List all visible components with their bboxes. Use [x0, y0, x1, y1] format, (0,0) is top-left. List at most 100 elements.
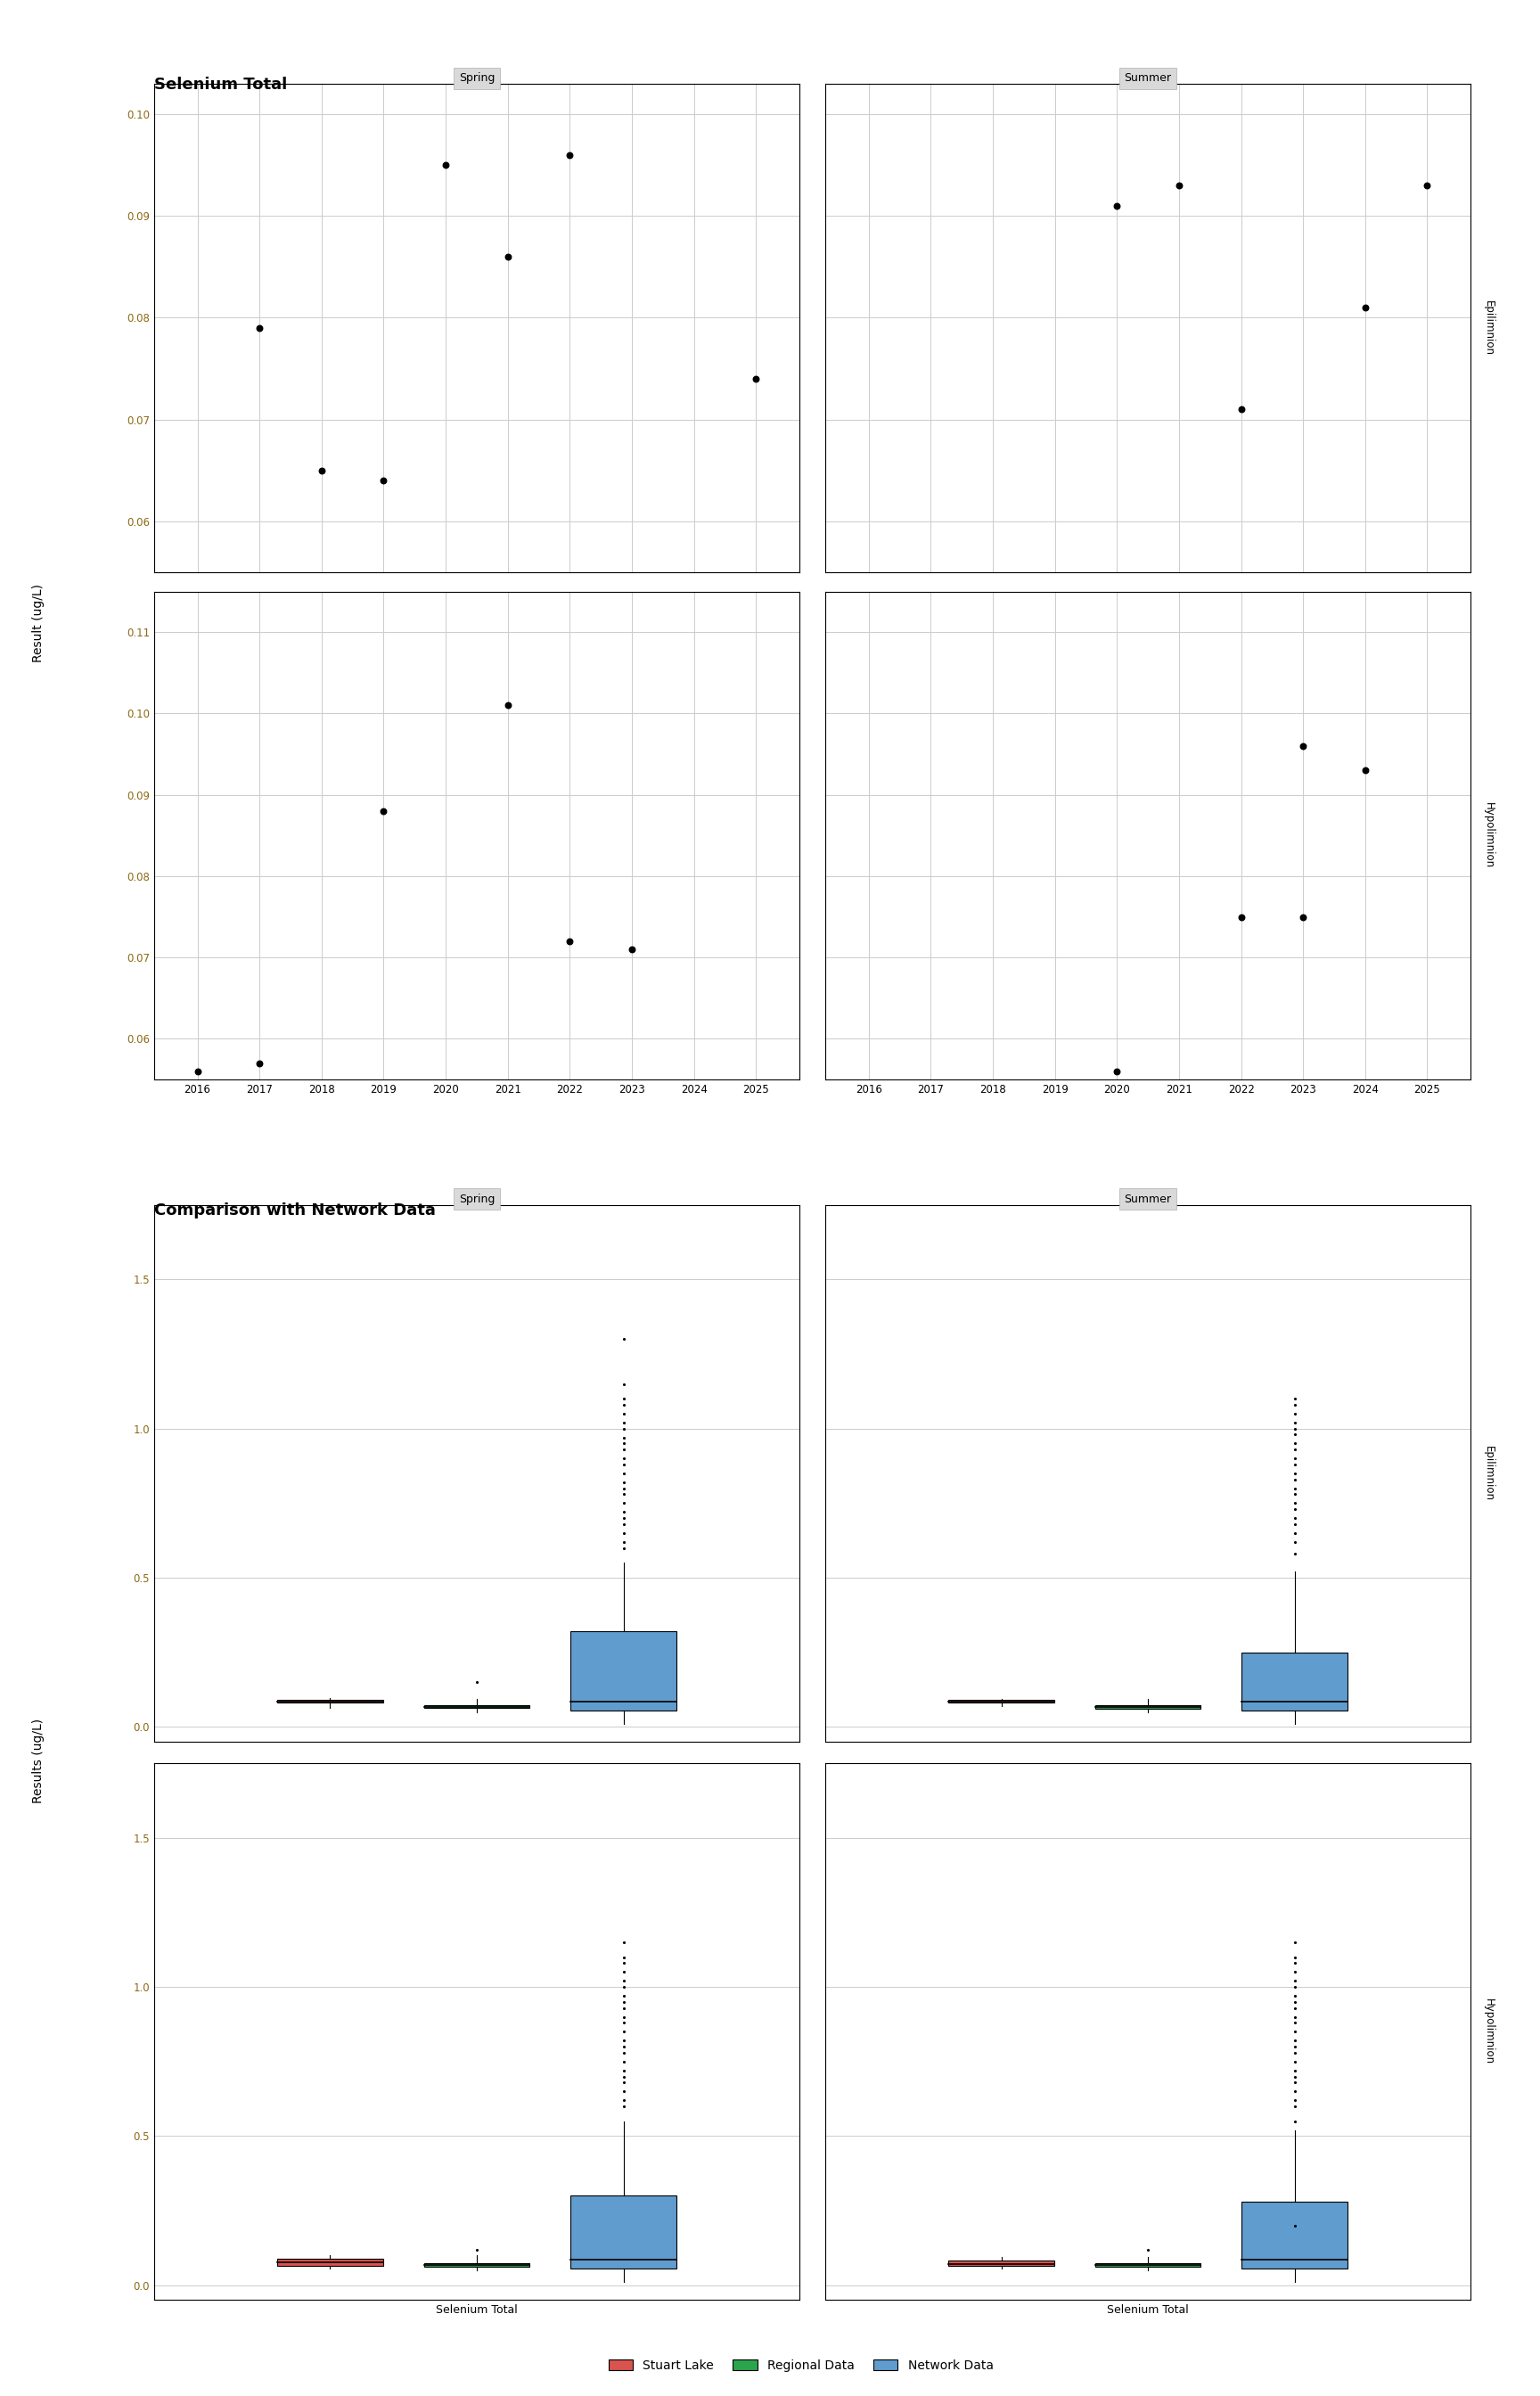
- Point: [611, 2022, 636, 2061]
- Point: [611, 2073, 636, 2111]
- Point: [310, 450, 334, 489]
- Y-axis label: Hypolimnion: Hypolimnion: [1483, 1998, 1495, 2065]
- Point: [1283, 2063, 1307, 2101]
- Point: [1283, 1404, 1307, 1442]
- Point: [1415, 165, 1440, 204]
- Point: [1291, 898, 1315, 937]
- Point: [1283, 2087, 1307, 2125]
- Point: [611, 2063, 636, 2101]
- Point: [611, 2051, 636, 2089]
- Text: Selenium Total: Selenium Total: [154, 77, 286, 93]
- Point: [433, 146, 457, 184]
- Point: [1352, 288, 1377, 326]
- Point: [611, 2013, 636, 2051]
- Point: [248, 309, 273, 347]
- Point: [611, 1493, 636, 1531]
- Point: [611, 1967, 636, 2005]
- Point: [1283, 1984, 1307, 2022]
- Point: [1283, 1943, 1307, 1981]
- Point: [611, 1409, 636, 1447]
- Point: [1104, 187, 1129, 225]
- Bar: [277, 2259, 383, 2267]
- Point: [557, 922, 582, 961]
- Point: [611, 1500, 636, 1538]
- Point: [1352, 752, 1377, 791]
- Point: [611, 2082, 636, 2120]
- Bar: [1095, 2264, 1201, 2267]
- Point: [611, 1394, 636, 1433]
- Bar: [949, 1699, 1053, 1704]
- Y-axis label: Epilimnion: Epilimnion: [1483, 1445, 1495, 1500]
- Point: [611, 1454, 636, 1493]
- Point: [1283, 1536, 1307, 1574]
- Point: [611, 2027, 636, 2065]
- Point: [611, 1483, 636, 1521]
- Point: [611, 1505, 636, 1543]
- Bar: [571, 1632, 676, 1711]
- Point: [611, 1938, 636, 1977]
- Point: [1283, 2082, 1307, 2120]
- Point: [1283, 1469, 1307, 1507]
- Point: [1283, 1476, 1307, 1514]
- Title: Summer: Summer: [1124, 1193, 1172, 1205]
- Point: [611, 1943, 636, 1981]
- Text: Result (ug/L): Result (ug/L): [32, 585, 45, 661]
- Point: [1283, 2022, 1307, 2061]
- Point: [611, 1385, 636, 1423]
- Point: [1283, 2027, 1307, 2065]
- Point: [611, 1962, 636, 2001]
- Point: [611, 1977, 636, 2015]
- Point: [1283, 1505, 1307, 1543]
- Point: [496, 237, 521, 276]
- Point: [611, 1440, 636, 1478]
- Point: [611, 2003, 636, 2041]
- Point: [611, 1380, 636, 1418]
- Point: [1283, 2051, 1307, 2089]
- Point: [1283, 1967, 1307, 2005]
- Point: [611, 1953, 636, 1991]
- Point: [1283, 2013, 1307, 2051]
- Point: [1283, 1514, 1307, 1553]
- Point: [611, 1445, 636, 1483]
- Point: [185, 1052, 209, 1090]
- Point: [611, 1998, 636, 2037]
- Point: [1283, 2034, 1307, 2073]
- Point: [619, 930, 644, 968]
- Point: [611, 1464, 636, 1502]
- Point: [371, 462, 396, 501]
- Point: [611, 1320, 636, 1359]
- Text: Comparison with Network Data: Comparison with Network Data: [154, 1203, 436, 1220]
- Bar: [1241, 1653, 1348, 1711]
- Point: [1167, 165, 1192, 204]
- Point: [1283, 1524, 1307, 1562]
- Point: [611, 1430, 636, 1469]
- Bar: [424, 2264, 530, 2267]
- Y-axis label: Hypolimnion: Hypolimnion: [1483, 803, 1495, 867]
- Point: [611, 1366, 636, 1404]
- Point: [1283, 1380, 1307, 1418]
- Title: Summer: Summer: [1124, 72, 1172, 84]
- Point: [611, 1476, 636, 1514]
- Point: [1283, 1490, 1307, 1529]
- Point: [1283, 1440, 1307, 1478]
- Point: [744, 359, 768, 398]
- Point: [611, 1984, 636, 2022]
- Point: [1283, 1445, 1307, 1483]
- Point: [1283, 1483, 1307, 1521]
- Point: [611, 1404, 636, 1442]
- Point: [611, 2041, 636, 2080]
- Point: [1283, 2041, 1307, 2080]
- Point: [1283, 2207, 1307, 2245]
- Point: [1135, 2231, 1160, 2269]
- Point: [611, 1469, 636, 1507]
- Point: [1283, 1409, 1307, 1447]
- Title: Spring: Spring: [459, 72, 494, 84]
- Point: [1283, 1977, 1307, 2015]
- Point: [1283, 1500, 1307, 1538]
- Point: [1283, 1962, 1307, 2001]
- Y-axis label: Epilimnion: Epilimnion: [1483, 300, 1495, 355]
- Point: [1283, 1998, 1307, 2037]
- Point: [1283, 1385, 1307, 1423]
- Bar: [1095, 1706, 1201, 1708]
- Point: [1283, 1430, 1307, 1469]
